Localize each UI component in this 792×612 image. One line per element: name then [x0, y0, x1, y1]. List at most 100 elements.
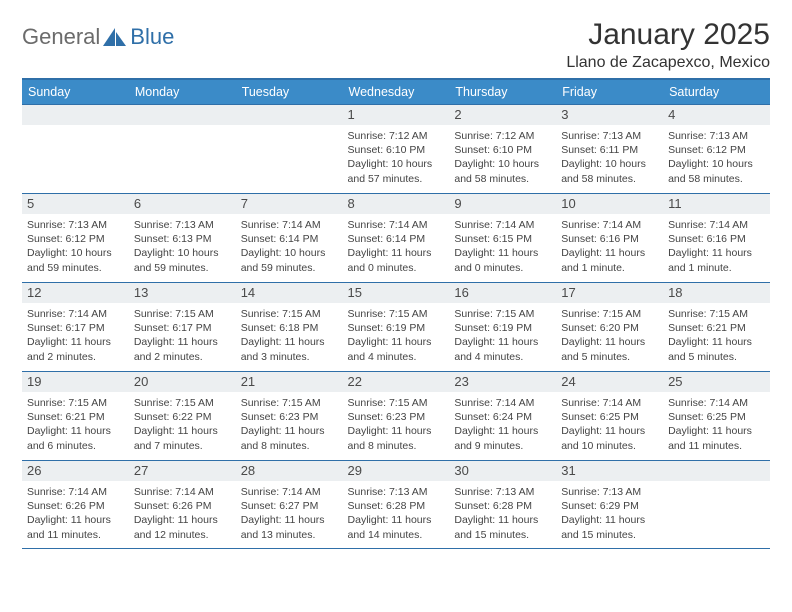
sunset-text: Sunset: 6:10 PM: [348, 143, 445, 157]
sunset-text: Sunset: 6:14 PM: [241, 232, 338, 246]
day-details: Sunrise: 7:14 AMSunset: 6:16 PMDaylight:…: [668, 218, 765, 275]
daynum-cell: 28: [236, 460, 343, 481]
day-details: Sunrise: 7:15 AMSunset: 6:23 PMDaylight:…: [348, 396, 445, 453]
day-details: Sunrise: 7:15 AMSunset: 6:21 PMDaylight:…: [27, 396, 124, 453]
day-number: 23: [454, 374, 551, 389]
day-details: Sunrise: 7:15 AMSunset: 6:19 PMDaylight:…: [454, 307, 551, 364]
daynum-cell: 10: [556, 193, 663, 214]
daylight-text: Daylight: 11 hours: [134, 335, 231, 349]
day-details: Sunrise: 7:15 AMSunset: 6:17 PMDaylight:…: [134, 307, 231, 364]
day-number: 16: [454, 285, 551, 300]
day-details: Sunrise: 7:14 AMSunset: 6:17 PMDaylight:…: [27, 307, 124, 364]
day-number: 3: [561, 107, 658, 122]
daylight-text: Daylight: 11 hours: [668, 246, 765, 260]
sunrise-text: Sunrise: 7:14 AM: [454, 218, 551, 232]
week-row: Sunrise: 7:12 AM Sunset: 6:10 PM Daylight:…: [22, 125, 770, 193]
daynum-cell: 5: [22, 193, 129, 214]
sunrise-text: Sunrise: 7:12 AM: [454, 129, 551, 143]
day-cell: Sunrise: 7:12 AMSunset: 6:10 PMDaylight:…: [343, 125, 450, 193]
daynum-cell: 25: [663, 371, 770, 392]
sunset-text: Sunset: 6:23 PM: [348, 410, 445, 424]
day-number: 30: [454, 463, 551, 478]
daylight-text: Daylight: 11 hours: [348, 335, 445, 349]
daylight-text: and 13 minutes.: [241, 528, 338, 542]
day-details: Sunrise: 7:13 AMSunset: 6:28 PMDaylight:…: [348, 485, 445, 542]
daylight-text: and 58 minutes.: [454, 172, 551, 186]
day-details: Sunrise: 7:15 AMSunset: 6:22 PMDaylight:…: [134, 396, 231, 453]
daylight-text: and 11 minutes.: [668, 439, 765, 453]
sunset-text: Sunset: 6:12 PM: [27, 232, 124, 246]
sunrise-text: Sunrise: 7:15 AM: [561, 307, 658, 321]
day-number: 4: [668, 107, 765, 122]
daylight-text: and 2 minutes.: [134, 350, 231, 364]
daynum-row: 1234: [22, 104, 770, 125]
daylight-text: and 8 minutes.: [241, 439, 338, 453]
weekday-header: Wednesday: [343, 78, 450, 104]
daynum-cell: 15: [343, 282, 450, 303]
daylight-text: and 5 minutes.: [561, 350, 658, 364]
day-number: 11: [668, 196, 765, 211]
sunrise-text: Sunrise: 7:13 AM: [134, 218, 231, 232]
daylight-text: and 10 minutes.: [561, 439, 658, 453]
daylight-text: Daylight: 10 hours: [454, 157, 551, 171]
daylight-text: and 7 minutes.: [134, 439, 231, 453]
day-number: 6: [134, 196, 231, 211]
daylight-text: Daylight: 11 hours: [27, 513, 124, 527]
daynum-cell: 26: [22, 460, 129, 481]
sunset-text: Sunset: 6:18 PM: [241, 321, 338, 335]
day-cell: [129, 125, 236, 193]
daylight-text: Daylight: 11 hours: [27, 424, 124, 438]
daylight-text: and 58 minutes.: [561, 172, 658, 186]
daylight-text: and 3 minutes.: [241, 350, 338, 364]
daynum-cell: 4: [663, 104, 770, 125]
daylight-text: and 1 minute.: [561, 261, 658, 275]
weekday-header: Saturday: [663, 78, 770, 104]
sunrise-text: Sunrise: 7:14 AM: [27, 307, 124, 321]
day-number: 7: [241, 196, 338, 211]
daylight-text: and 12 minutes.: [134, 528, 231, 542]
sunset-text: Sunset: 6:22 PM: [134, 410, 231, 424]
day-number: 9: [454, 196, 551, 211]
daynum-cell: 19: [22, 371, 129, 392]
day-cell: Sunrise: 7:13 AMSunset: 6:12 PMDaylight:…: [663, 125, 770, 193]
day-cell: Sunrise: 7:15 AMSunset: 6:17 PMDaylight:…: [129, 303, 236, 371]
sunset-text: Sunset: 6:12 PM: [668, 143, 765, 157]
weekday-header: Thursday: [449, 78, 556, 104]
daynum-cell: 12: [22, 282, 129, 303]
daylight-text: Daylight: 11 hours: [241, 335, 338, 349]
brand-logo: General Blue: [22, 18, 174, 50]
week-row: Sunrise: 7:13 AMSunset: 6:12 PMDaylight:…: [22, 214, 770, 282]
sunrise-text: Sunrise: 7:14 AM: [241, 485, 338, 499]
sunset-text: Sunset: 6:27 PM: [241, 499, 338, 513]
sunrise-text: Sunrise: 7:13 AM: [454, 485, 551, 499]
sunset-text: Sunset: 6:21 PM: [668, 321, 765, 335]
daynum-cell: 7: [236, 193, 343, 214]
day-cell: Sunrise: 7:14 AMSunset: 6:14 PMDaylight:…: [343, 214, 450, 282]
brand-text-blue: Blue: [130, 24, 174, 50]
day-details: Sunrise: 7:14 AMSunset: 6:25 PMDaylight:…: [668, 396, 765, 453]
day-cell: Sunrise: 7:12 AMSunset: 6:10 PMDaylight:…: [449, 125, 556, 193]
calendar-table: SundayMondayTuesdayWednesdayThursdayFrid…: [22, 78, 770, 549]
sunrise-text: Sunrise: 7:14 AM: [668, 396, 765, 410]
day-details: Sunrise: 7:15 AMSunset: 6:18 PMDaylight:…: [241, 307, 338, 364]
sunrise-text: Sunrise: 7:13 AM: [27, 218, 124, 232]
daylight-text: and 59 minutes.: [241, 261, 338, 275]
day-number: 19: [27, 374, 124, 389]
sunset-text: Sunset: 6:19 PM: [348, 321, 445, 335]
daylight-text: Daylight: 10 hours: [241, 246, 338, 260]
day-details: Sunrise: 7:14 AMSunset: 6:27 PMDaylight:…: [241, 485, 338, 542]
day-number: 25: [668, 374, 765, 389]
day-cell: Sunrise: 7:15 AMSunset: 6:22 PMDaylight:…: [129, 392, 236, 460]
day-details: Sunrise: 7:14 AMSunset: 6:25 PMDaylight:…: [561, 396, 658, 453]
day-number: 26: [27, 463, 124, 478]
sunrise-text: Sunrise: 7:13 AM: [561, 485, 658, 499]
sunrise-text: Sunrise: 7:14 AM: [27, 485, 124, 499]
daylight-text: and 2 minutes.: [27, 350, 124, 364]
day-details: Sunrise: 7:13 AMSunset: 6:13 PMDaylight:…: [134, 218, 231, 275]
header: General Blue January 2025 Llano de Zacap…: [22, 18, 770, 72]
day-cell: Sunrise: 7:14 AMSunset: 6:16 PMDaylight:…: [556, 214, 663, 282]
day-cell: Sunrise: 7:15 AMSunset: 6:23 PMDaylight:…: [343, 392, 450, 460]
daynum-cell: 11: [663, 193, 770, 214]
week-row: Sunrise: 7:14 AMSunset: 6:17 PMDaylight:…: [22, 303, 770, 371]
day-details: Sunrise: 7:13 AMSunset: 6:11 PMDaylight:…: [561, 129, 658, 186]
